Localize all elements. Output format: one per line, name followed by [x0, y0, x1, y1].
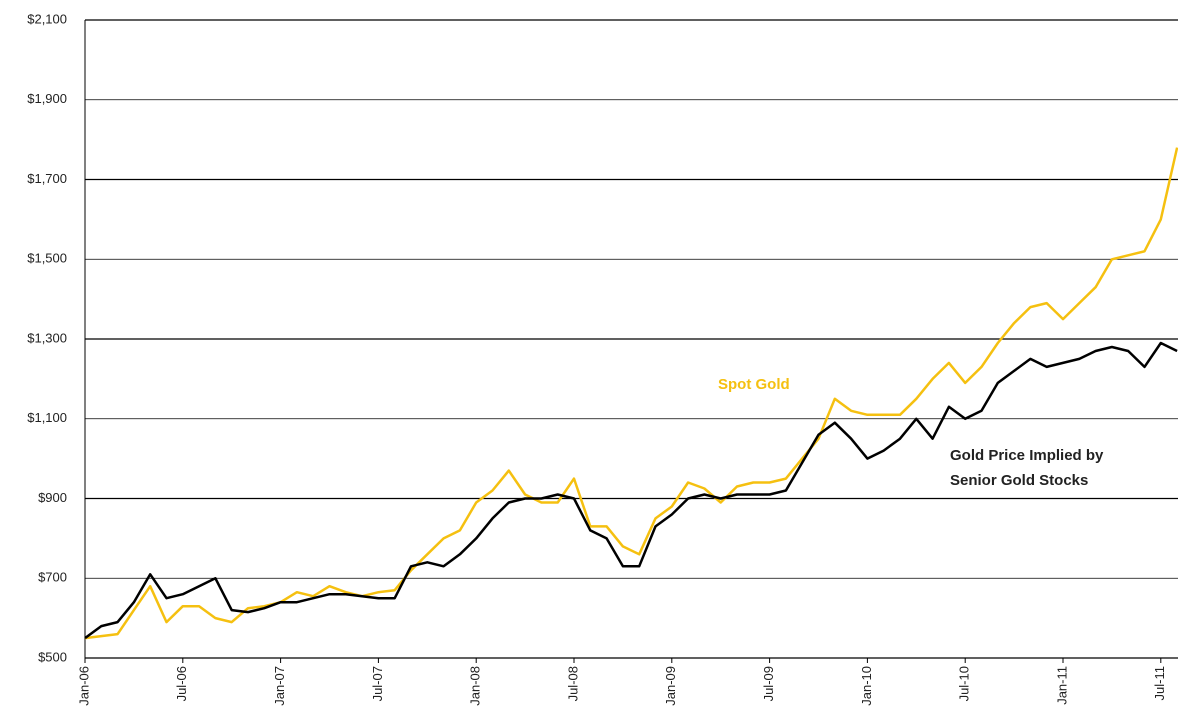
x-tick-label: Jan-08: [468, 666, 483, 706]
y-tick-label: $2,100: [27, 11, 67, 26]
y-tick-label: $1,900: [27, 91, 67, 106]
y-tick-label: $1,700: [27, 171, 67, 186]
x-tick-label: Jul-06: [174, 666, 189, 701]
y-tick-label: $1,100: [27, 410, 67, 425]
annotation: Gold Price Implied by: [950, 447, 1104, 464]
x-tick-label: Jul-11: [1152, 666, 1167, 700]
x-tick-label: Jan-10: [859, 666, 874, 706]
annotation: Senior Gold Stocks: [950, 472, 1088, 489]
x-tick-label: Jul-10: [957, 666, 972, 701]
x-tick-label: Jan-09: [663, 666, 678, 706]
y-tick-label: $900: [38, 490, 67, 505]
x-tick-label: Jan-06: [76, 666, 91, 706]
y-tick-label: $500: [38, 649, 67, 664]
annotation: Spot Gold: [718, 376, 790, 393]
x-tick-label: Jul-09: [761, 666, 776, 701]
x-tick-label: Jan-11: [1054, 666, 1069, 705]
y-tick-label: $700: [38, 570, 67, 585]
x-tick-label: Jan-07: [272, 666, 287, 706]
series-line: [84, 341, 1178, 640]
x-tick-label: Jul-08: [565, 666, 580, 701]
x-tick-label: Jul-07: [370, 666, 385, 701]
y-tick-label: $1,300: [27, 330, 67, 345]
y-tick-label: $1,500: [27, 251, 67, 266]
series-line: [84, 147, 1178, 640]
